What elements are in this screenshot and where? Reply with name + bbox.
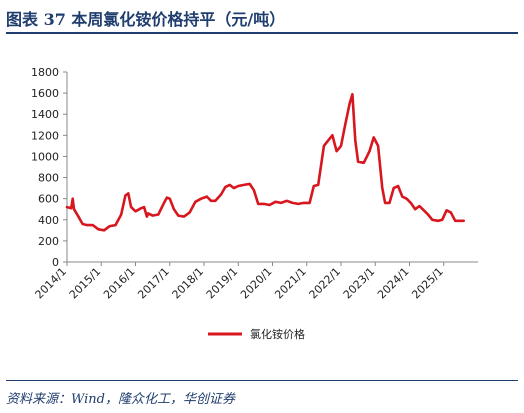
y-tick-label: 1800 bbox=[31, 66, 59, 79]
chart-axes bbox=[66, 72, 478, 263]
y-tick-label: 1600 bbox=[31, 87, 59, 100]
y-tick-label: 200 bbox=[38, 235, 59, 248]
y-tick-label: 0 bbox=[52, 256, 59, 269]
legend: 氯化铵价格 bbox=[208, 327, 305, 341]
x-axis-ticks: 2014/12015/12016/12017/12018/12019/12020… bbox=[33, 262, 446, 301]
title-rule bbox=[6, 32, 518, 34]
x-tick-label: 2022/1 bbox=[307, 265, 344, 302]
figure-header: 图表 37 本周氯化铵价格持平（元/吨） bbox=[6, 3, 518, 31]
y-tick-label: 1400 bbox=[31, 108, 59, 121]
x-tick-label: 2021/1 bbox=[272, 265, 309, 302]
y-tick-label: 1200 bbox=[31, 129, 59, 142]
x-tick-label: 2018/1 bbox=[170, 265, 207, 302]
series-line bbox=[65, 92, 465, 232]
line-chart: 0 200 400 600 800 1000 1200 1400 1600 1800 2014/1… bbox=[31, 66, 478, 341]
x-tick-label: 2023/1 bbox=[341, 265, 378, 302]
figure-title: 图表 37 本周氯化铵价格持平（元/吨） bbox=[6, 10, 286, 29]
legend-label: 氯化铵价格 bbox=[250, 327, 305, 341]
x-tick-label: 2015/1 bbox=[67, 265, 104, 302]
x-tick-label: 2024/1 bbox=[375, 265, 412, 302]
x-tick-label: 2025/1 bbox=[409, 265, 446, 302]
source-note: 资料来源：Wind，隆众化工，华创证券 bbox=[6, 392, 235, 407]
x-tick-label: 2016/1 bbox=[101, 265, 138, 302]
y-tick-label: 1000 bbox=[31, 150, 59, 163]
x-tick-label: 2020/1 bbox=[238, 265, 275, 302]
y-tick-label: 600 bbox=[38, 193, 59, 206]
y-axis-ticks: 0 200 400 600 800 1000 1200 1400 1600 1800 bbox=[31, 66, 67, 269]
x-tick-label: 2017/1 bbox=[135, 265, 172, 302]
x-tick-label: 2014/1 bbox=[33, 265, 70, 302]
y-tick-label: 400 bbox=[38, 214, 59, 227]
footer-rule bbox=[6, 380, 518, 381]
x-tick-label: 2019/1 bbox=[204, 265, 241, 302]
series-layer bbox=[65, 92, 465, 232]
y-tick-label: 800 bbox=[38, 172, 59, 185]
